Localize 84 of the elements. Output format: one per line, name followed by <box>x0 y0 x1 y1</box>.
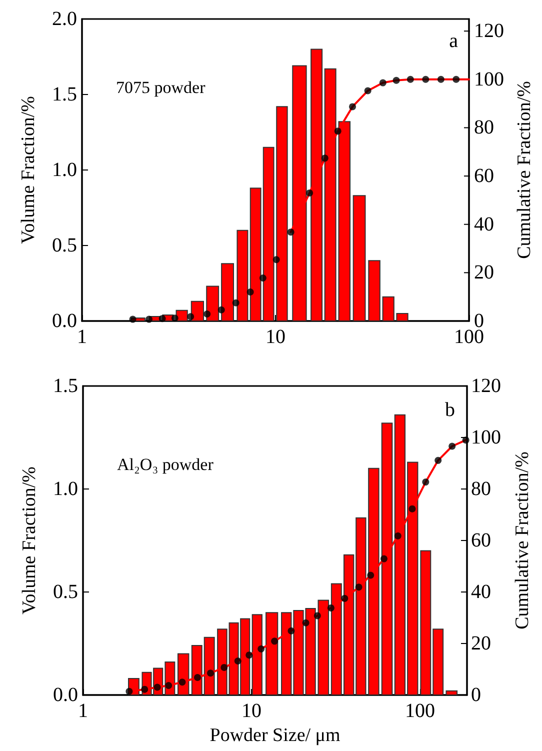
y2-tick-label: 60 <box>474 165 494 188</box>
point <box>207 670 214 677</box>
point <box>220 664 228 671</box>
y-tick-label: 1.5 <box>53 375 78 397</box>
y2-axis-title: Cumulative Fraction/% <box>514 80 535 259</box>
y2-tick-label: 0 <box>471 684 481 706</box>
point <box>246 288 254 296</box>
point <box>334 128 342 135</box>
bar <box>206 286 220 321</box>
point <box>158 315 166 322</box>
point <box>141 686 148 693</box>
point <box>146 316 153 323</box>
x-axis-title: Powder Size/ μm <box>210 724 340 746</box>
point <box>302 619 310 626</box>
point <box>194 674 201 681</box>
x-tick-label: 100 <box>405 700 436 722</box>
point <box>306 189 314 196</box>
point <box>355 584 362 591</box>
y-tick-label: 2.0 <box>52 8 77 30</box>
point <box>154 684 161 691</box>
point <box>462 436 470 444</box>
point <box>349 103 356 110</box>
y2-tick-label: 40 <box>471 581 491 603</box>
annotation: Al₂O₃ powder <box>117 455 214 474</box>
point <box>379 79 386 86</box>
x-tick-label: 10 <box>266 326 286 348</box>
y2-axis-title: Cumulative Fraction/% <box>512 451 533 630</box>
point <box>364 87 372 94</box>
point <box>380 555 388 562</box>
y-tick-label: 1.0 <box>53 478 78 500</box>
x-tick-label: 1 <box>78 700 88 722</box>
point <box>392 76 400 84</box>
point <box>406 76 414 83</box>
y2-tick-label: 120 <box>474 20 504 42</box>
point <box>452 76 460 83</box>
y2-tick-label: 100 <box>474 68 504 90</box>
x-tick-label: 10 <box>242 700 262 722</box>
y2-tick-label: 60 <box>471 530 491 552</box>
point <box>341 594 348 602</box>
x-tick-label: 100 <box>454 326 484 348</box>
point <box>422 76 430 83</box>
point <box>408 505 416 512</box>
point <box>321 154 328 162</box>
point <box>129 316 136 323</box>
y-axis-title: Volume Fraction/% <box>19 466 40 614</box>
point <box>288 627 295 634</box>
y2-tick-label: 80 <box>471 478 491 500</box>
y2-tick-label: 100 <box>471 426 501 448</box>
point <box>126 688 133 695</box>
y-tick-label: 0.0 <box>53 684 78 706</box>
y2-tick-label: 40 <box>474 213 494 236</box>
annotation: a <box>449 30 458 52</box>
y-tick-label: 0.0 <box>52 310 77 332</box>
annotation: 7075 powder <box>116 78 206 97</box>
point <box>187 313 194 320</box>
point <box>437 76 444 83</box>
bar <box>221 263 234 321</box>
point <box>394 532 402 540</box>
point <box>234 658 242 665</box>
annotation: b <box>445 399 455 421</box>
point <box>367 572 374 579</box>
bar <box>368 260 380 321</box>
y-axis-title: Volume Fraction/% <box>18 96 39 244</box>
point <box>448 442 456 450</box>
point <box>204 310 211 318</box>
y2-tick-label: 120 <box>471 375 501 397</box>
point <box>314 612 321 620</box>
x-tick-label: 1 <box>77 326 87 348</box>
y-tick-label: 1.0 <box>52 159 77 181</box>
point <box>218 306 225 314</box>
bar <box>352 195 366 321</box>
y-tick-label: 0.5 <box>52 234 77 256</box>
y2-tick-label: 80 <box>474 116 494 139</box>
bar <box>236 230 248 321</box>
point <box>422 478 430 486</box>
y-tick-label: 1.5 <box>52 84 77 106</box>
bar <box>446 690 458 695</box>
point <box>232 299 240 306</box>
point <box>327 604 334 612</box>
y2-tick-label: 20 <box>471 632 491 654</box>
point <box>434 456 442 464</box>
y2-tick-label: 20 <box>474 262 494 284</box>
y-tick-label: 0.5 <box>53 581 78 603</box>
bar <box>190 300 204 321</box>
